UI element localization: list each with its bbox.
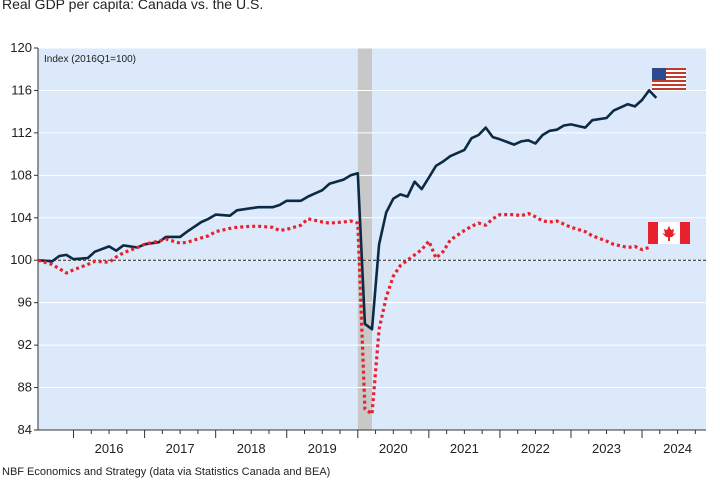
y-tick-label: 104	[10, 210, 32, 225]
y-tick-label: 112	[11, 125, 32, 140]
x-tick-label: 2020	[379, 441, 408, 456]
x-tick-label: 2022	[521, 441, 550, 456]
y-tick-label: 100	[10, 252, 32, 267]
recession-band	[357, 48, 372, 430]
y-axis: 84 88 92 96 100 104 108 112 116 120	[10, 40, 39, 437]
x-tick-label: 2016	[95, 441, 124, 456]
y-tick-label: 88	[18, 380, 32, 395]
y-tick-label: 116	[11, 82, 32, 97]
x-tick-label: 2019	[308, 441, 337, 456]
series-layer	[38, 89, 658, 416]
chart-title: Real GDP per capita: Canada vs. the U.S.	[2, 0, 264, 12]
canada-flag-icon	[648, 222, 690, 244]
y-tick-label: 120	[10, 40, 32, 55]
y-tick-label: 92	[18, 337, 32, 352]
x-tick-label: 2018	[237, 441, 266, 456]
canada-series-line	[38, 211, 650, 416]
y-tick-label: 96	[18, 295, 32, 310]
x-tick-label: 2017	[166, 441, 195, 456]
us-flag-icon	[652, 68, 686, 90]
x-axis: 2016 2017 2018 2019 2020 2021 2022 2023 2024	[38, 429, 706, 456]
y-tick-label: 108	[10, 167, 32, 182]
x-tick-label: 2024	[663, 441, 692, 456]
x-tick-label: 2023	[592, 441, 621, 456]
index-note: Index (2016Q1=100)	[44, 54, 136, 65]
source-note: NBF Economics and Strategy (data via Sta…	[2, 466, 331, 478]
x-tick-label: 2021	[450, 441, 479, 456]
us-series-line	[38, 89, 658, 331]
y-tick-label: 84	[18, 422, 32, 437]
